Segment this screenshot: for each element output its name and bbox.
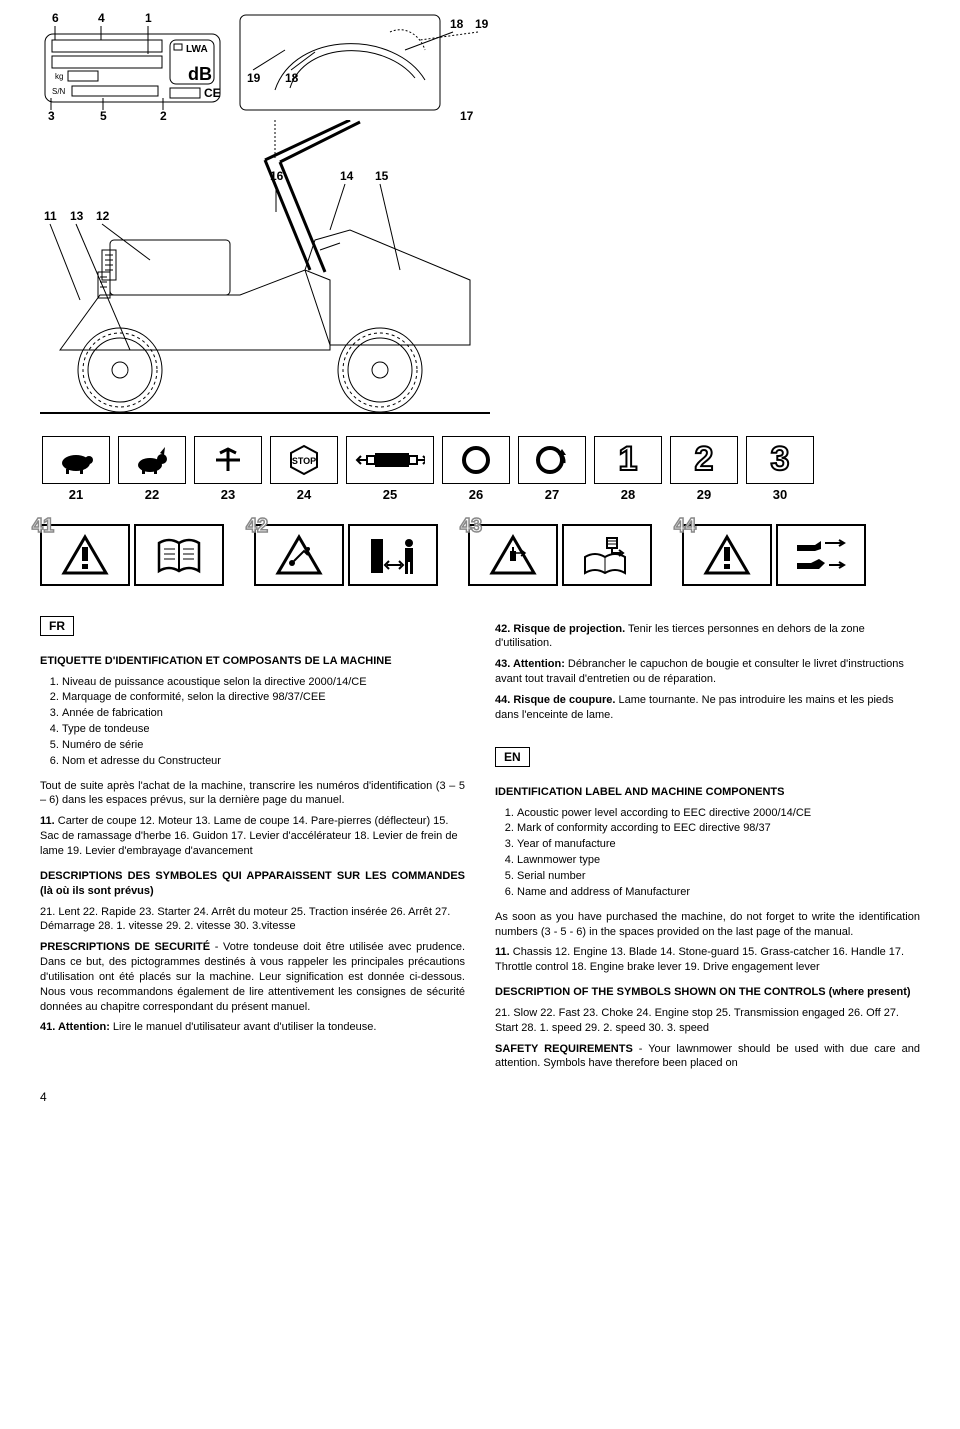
en-para1: As soon as you have purchased the machin… <box>495 910 920 940</box>
sn-label: S/N <box>52 87 66 96</box>
list-item: Year of manufacture <box>517 837 920 852</box>
sym-num-23: 23 <box>221 486 235 504</box>
list-item: Mark of conformity according to EEC dire… <box>517 821 920 836</box>
sym-num-29: 29 <box>697 486 711 504</box>
kg-label: kg <box>55 72 63 81</box>
rabbit-icon <box>132 445 172 475</box>
fr-para1: Tout de suite après l'achat de la machin… <box>40 779 465 809</box>
callout-11: 11 <box>44 209 57 223</box>
bystander-distance-icon <box>363 533 423 577</box>
mower-svg: 16 14 15 11 13 12 <box>40 120 490 430</box>
fr-sym-title: DESCRIPTIONS DES SYMBOLES QUI APPARAISSE… <box>40 869 465 899</box>
en-sym-title: DESCRIPTION OF THE SYMBOLS SHOWN ON THE … <box>495 985 920 1000</box>
turtle-icon <box>56 445 96 475</box>
picto-num-44: 44 <box>674 513 696 540</box>
projection-triangle-icon <box>274 533 324 577</box>
sparkplug-triangle-icon <box>488 533 538 577</box>
fr-sym-line: 21. Lent 22. Rapide 23. Starter 24. Arrê… <box>40 905 465 935</box>
fr-components: 11. Carter de coupe 12. Moteur 13. Lame … <box>40 814 465 859</box>
sym-num-30: 30 <box>773 486 787 504</box>
sym-num-21: 21 <box>69 486 83 504</box>
callout-4: 4 <box>98 11 105 25</box>
fr-s42: 42. Risque de projection. Tenir les tier… <box>495 622 920 652</box>
picto-num-42: 42 <box>246 513 268 540</box>
fr-id-list: Niveau de puissance acoustique selon la … <box>40 675 465 769</box>
sym-num-24: 24 <box>297 486 311 504</box>
en-sym-line: 21. Slow 22. Fast 23. Choke 24. Engine s… <box>495 1006 920 1036</box>
callout-6: 6 <box>52 11 59 25</box>
controls-symbol-row: 21 22 23 STOP 24 25 26 27 1 28 2 29 3 30 <box>40 436 920 504</box>
column-right: 42. Risque de projection. Tenir les tier… <box>495 616 920 1078</box>
callout-1: 1 <box>145 11 152 25</box>
fr-safety: PRESCRIPTIONS DE SECURITÉ - Votre tondeu… <box>40 940 465 1014</box>
svg-text:STOP: STOP <box>292 456 316 466</box>
text-columns: FR ETIQUETTE D'IDENTIFICATION ET COMPOSA… <box>40 616 920 1078</box>
warning-triangle-icon <box>60 533 110 577</box>
callout-15: 15 <box>375 169 389 183</box>
callout-13: 13 <box>70 209 84 223</box>
manual-icon <box>149 533 209 577</box>
handle-detail-svg: 18 19 19 18 <box>235 10 495 120</box>
ce-mark: CE <box>204 86 221 100</box>
speed1-icon: 1 <box>619 437 638 483</box>
lang-fr: FR <box>40 616 74 636</box>
db-label: dB <box>188 64 212 84</box>
page-number: 4 <box>40 1089 920 1105</box>
list-item: Niveau de puissance acoustique selon la … <box>62 675 465 690</box>
top-diagrams: 6 4 1 kg S/N LWA dB <box>40 10 920 430</box>
speed2-icon: 2 <box>695 437 714 483</box>
sym-num-27: 27 <box>545 486 559 504</box>
callout-12: 12 <box>96 209 110 223</box>
transmission-icon <box>355 443 425 477</box>
callout-14: 14 <box>340 169 354 183</box>
label-plate-svg: 6 4 1 kg S/N LWA dB <box>40 10 230 130</box>
list-item: Nom et adresse du Constructeur <box>62 754 465 769</box>
en-components: 11. Chassis 12. Engine 13. Blade 14. Sto… <box>495 945 920 975</box>
list-item: Serial number <box>517 869 920 884</box>
stop-icon: STOP <box>281 443 327 477</box>
sym-num-28: 28 <box>621 486 635 504</box>
callout-18: 18 <box>450 17 464 31</box>
list-item: Lawnmower type <box>517 853 920 868</box>
list-item: Année de fabrication <box>62 706 465 721</box>
list-item: Numéro de série <box>62 738 465 753</box>
blade-triangle-icon <box>702 533 752 577</box>
start-icon <box>532 443 572 477</box>
callout-19b: 19 <box>247 71 261 85</box>
speed3-icon: 3 <box>771 437 790 483</box>
picto-num-43: 43 <box>460 513 482 540</box>
list-item: Type de tondeuse <box>62 722 465 737</box>
column-fr: FR ETIQUETTE D'IDENTIFICATION ET COMPOSA… <box>40 616 465 1078</box>
sym-num-22: 22 <box>145 486 159 504</box>
choke-icon <box>208 445 248 475</box>
sym-num-25: 25 <box>383 486 397 504</box>
manual-sparkplug-icon <box>577 533 637 577</box>
hand-foot-blade-icon <box>791 533 851 577</box>
list-item: Name and address of Manufacturer <box>517 885 920 900</box>
safety-pictograms: 41 42 43 44 <box>40 524 920 586</box>
fr-s41: 41. Attention: Lire le manuel d'utilisat… <box>40 1020 465 1035</box>
picto-num-41: 41 <box>32 513 54 540</box>
en-title: IDENTIFICATION LABEL AND MACHINE COMPONE… <box>495 785 920 800</box>
sym-num-26: 26 <box>469 486 483 504</box>
en-id-list: Acoustic power level according to EEC di… <box>495 806 920 900</box>
off-icon <box>456 443 496 477</box>
list-item: Marquage de conformité, selon la directi… <box>62 690 465 705</box>
lwa-label: LWA <box>186 44 208 55</box>
callout-19: 19 <box>475 17 489 31</box>
lang-en: EN <box>495 747 530 767</box>
fr-s44: 44. Risque de coupure. Lame tournante. N… <box>495 693 920 723</box>
list-item: Acoustic power level according to EEC di… <box>517 806 920 821</box>
en-safety: SAFETY REQUIREMENTS - Your lawnmower sho… <box>495 1042 920 1072</box>
fr-s43: 43. Attention: Débrancher le capuchon de… <box>495 657 920 687</box>
fr-title: ETIQUETTE D'IDENTIFICATION ET COMPOSANTS… <box>40 654 465 669</box>
